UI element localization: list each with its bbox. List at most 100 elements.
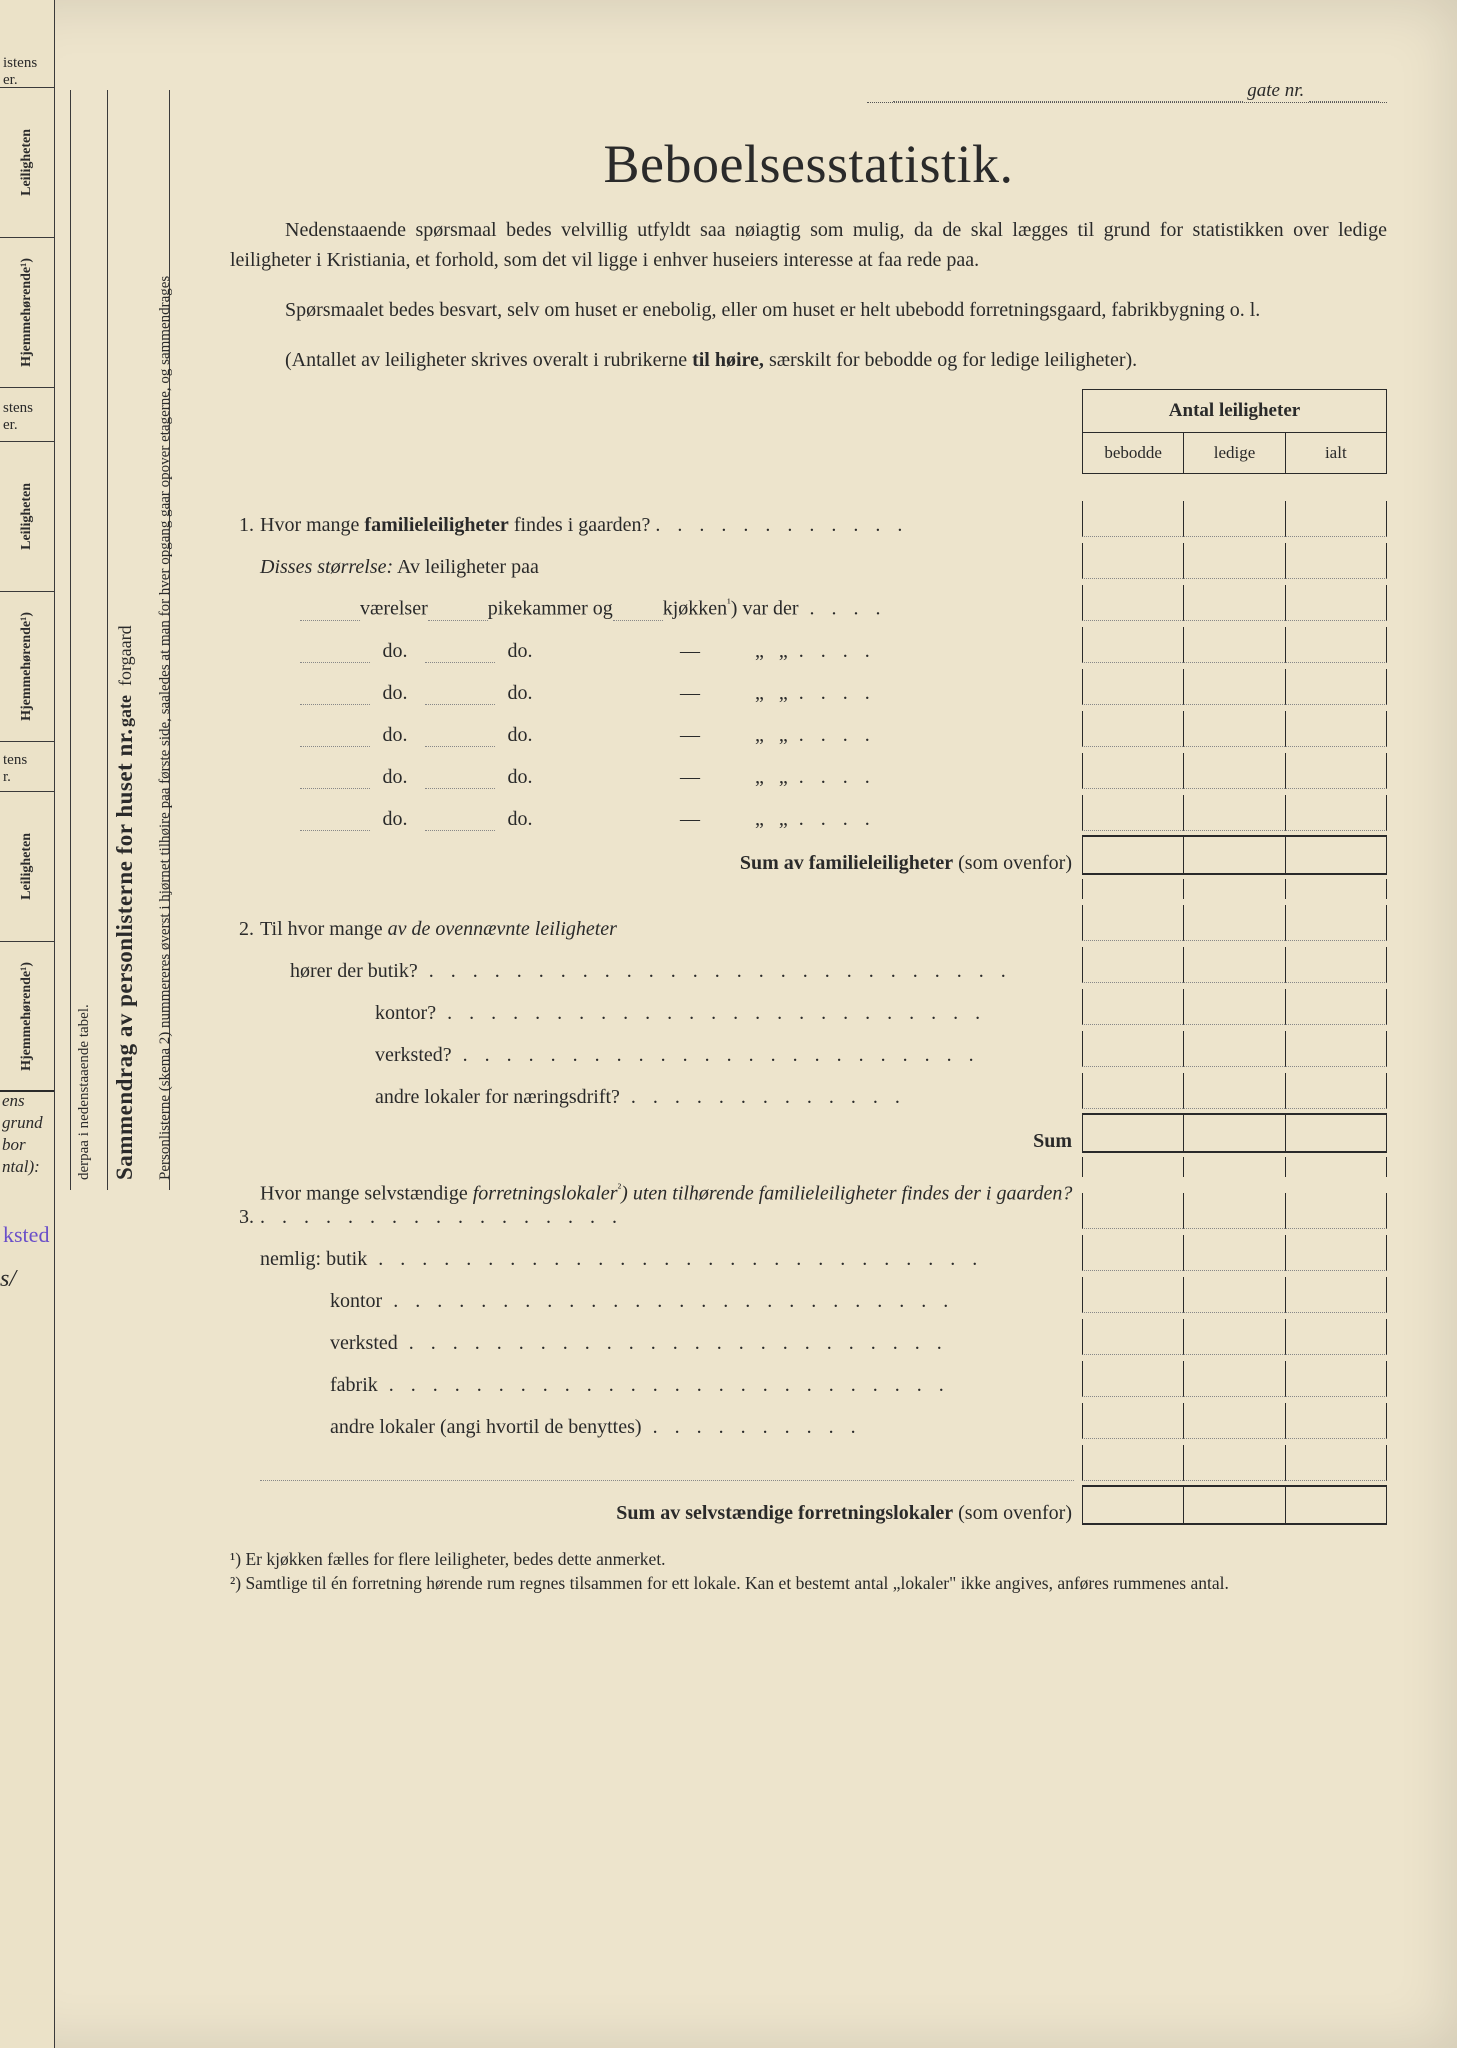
input-cell[interactable] [1285,1403,1387,1439]
input-cell[interactable] [1082,1445,1183,1481]
input-cell[interactable] [1285,1073,1387,1109]
sidebar-note: derpaa i nedenstaaende tabel. [76,1004,92,1180]
input-cell[interactable] [1285,1235,1387,1271]
input-cell[interactable] [1082,1193,1183,1229]
spacer-cell [1183,879,1284,899]
input-cell[interactable] [1183,501,1284,537]
input-cell[interactable] [1285,753,1387,789]
input-cell[interactable] [1082,1113,1183,1153]
label: pikekammer og [488,598,613,620]
input-cell[interactable] [1082,1319,1183,1355]
input-cell[interactable] [1082,1361,1183,1397]
input-cell[interactable] [1183,947,1284,983]
input-cell[interactable] [1285,711,1387,747]
input-cell[interactable] [1082,989,1183,1025]
input-cell[interactable] [1183,1277,1284,1313]
sliver-text: ntal): [2,1157,40,1176]
input-cell[interactable] [1183,835,1284,875]
input-cell[interactable] [1082,669,1183,705]
sliver-text: Hjemmehørende¹) [19,962,35,1071]
input-cell[interactable] [1082,543,1183,579]
input-cell[interactable] [1285,1485,1387,1525]
sum-reg: (som ovenfor) [953,1502,1072,1524]
input-cell[interactable] [1183,1445,1284,1481]
intro-text: (Antallet av leiligheter skrives overalt… [285,349,687,371]
spacer-cell [1285,879,1387,899]
intro-p2: Spørsmaalet bedes besvart, selv om huset… [230,295,1387,325]
input-cell[interactable] [1082,711,1183,747]
input-cell[interactable] [1285,1031,1387,1067]
count-title: Antal leiligheter [1083,390,1386,433]
input-cell[interactable] [1183,1113,1284,1153]
input-cell[interactable] [1183,1361,1284,1397]
input-cell[interactable] [1285,627,1387,663]
input-cell[interactable] [1183,627,1284,663]
input-cell[interactable] [1285,905,1387,941]
input-cell[interactable] [1082,501,1183,537]
input-cell[interactable] [1285,989,1387,1025]
input-cell[interactable] [1183,669,1284,705]
input-cell[interactable] [1183,1193,1284,1229]
q1-size-row: værelserpikekammer ogkjøkken¹) var der .… [260,596,1082,621]
q2-l2: kontor? . . . . . . . . . . . . . . . . … [260,1002,1082,1025]
input-cell[interactable] [1285,1361,1387,1397]
ditto: „ [779,808,788,830]
input-cell[interactable] [1082,753,1183,789]
input-cell[interactable] [1285,835,1387,875]
do: do. [495,808,545,831]
input-cell[interactable] [1082,1403,1183,1439]
ditto: „ [755,808,764,830]
input-cell[interactable] [1183,543,1284,579]
input-cell[interactable] [1285,1319,1387,1355]
input-cell[interactable] [1082,1235,1183,1271]
input-cell[interactable] [1082,1031,1183,1067]
q2-number: 2. [230,918,260,941]
input-cell[interactable] [1183,585,1284,621]
input-cell[interactable] [1183,711,1284,747]
q1-do-row: do. do. — „ „ . . . . [260,766,1082,789]
input-cell[interactable] [1082,795,1183,831]
input-cell[interactable] [1082,1277,1183,1313]
input-cell[interactable] [1285,585,1387,621]
input-cell[interactable] [1183,1031,1284,1067]
sliver-text: Leiligheten [19,129,35,196]
dots: . . . . . . . . . . . . . . . . . . . . … [418,960,1012,982]
do: do. [370,682,420,705]
input-cell[interactable] [1183,905,1284,941]
input-cell[interactable] [1082,1073,1183,1109]
input-cell[interactable] [1183,1485,1284,1525]
input-cell[interactable] [1285,947,1387,983]
gate-nr-field[interactable]: gate nr. [867,80,1387,103]
input-cell[interactable] [1285,669,1387,705]
input-cell[interactable] [1285,1193,1387,1229]
label: andre lokaler for næringsdrift? [375,1086,620,1108]
ditto: „ [755,682,764,704]
input-cell[interactable] [1183,1319,1284,1355]
q1-do-row: do. do. — „ „ . . . . [260,808,1082,831]
fill-line[interactable] [260,1453,1082,1481]
sliver-text: Hjemmehørende¹) [19,612,35,721]
input-cell[interactable] [1082,585,1183,621]
input-cell[interactable] [1183,989,1284,1025]
input-cell[interactable] [1285,543,1387,579]
input-cell[interactable] [1183,795,1284,831]
input-cell[interactable] [1183,753,1284,789]
input-cell[interactable] [1082,1485,1183,1525]
q1-number: 1. [230,514,260,537]
input-cell[interactable] [1082,905,1183,941]
input-cell[interactable] [1285,501,1387,537]
input-cell[interactable] [1183,1073,1284,1109]
spacer-cell [1285,1157,1387,1177]
input-cell[interactable] [1082,627,1183,663]
input-cell[interactable] [1082,947,1183,983]
input-cell[interactable] [1285,1113,1387,1153]
ditto: „ [755,640,764,662]
spacer-cell [1082,879,1183,899]
q2-l3: verksted? . . . . . . . . . . . . . . . … [260,1044,1082,1067]
input-cell[interactable] [1183,1403,1284,1439]
input-cell[interactable] [1285,1445,1387,1481]
input-cell[interactable] [1183,1235,1284,1271]
input-cell[interactable] [1082,835,1183,875]
input-cell[interactable] [1285,795,1387,831]
input-cell[interactable] [1285,1277,1387,1313]
